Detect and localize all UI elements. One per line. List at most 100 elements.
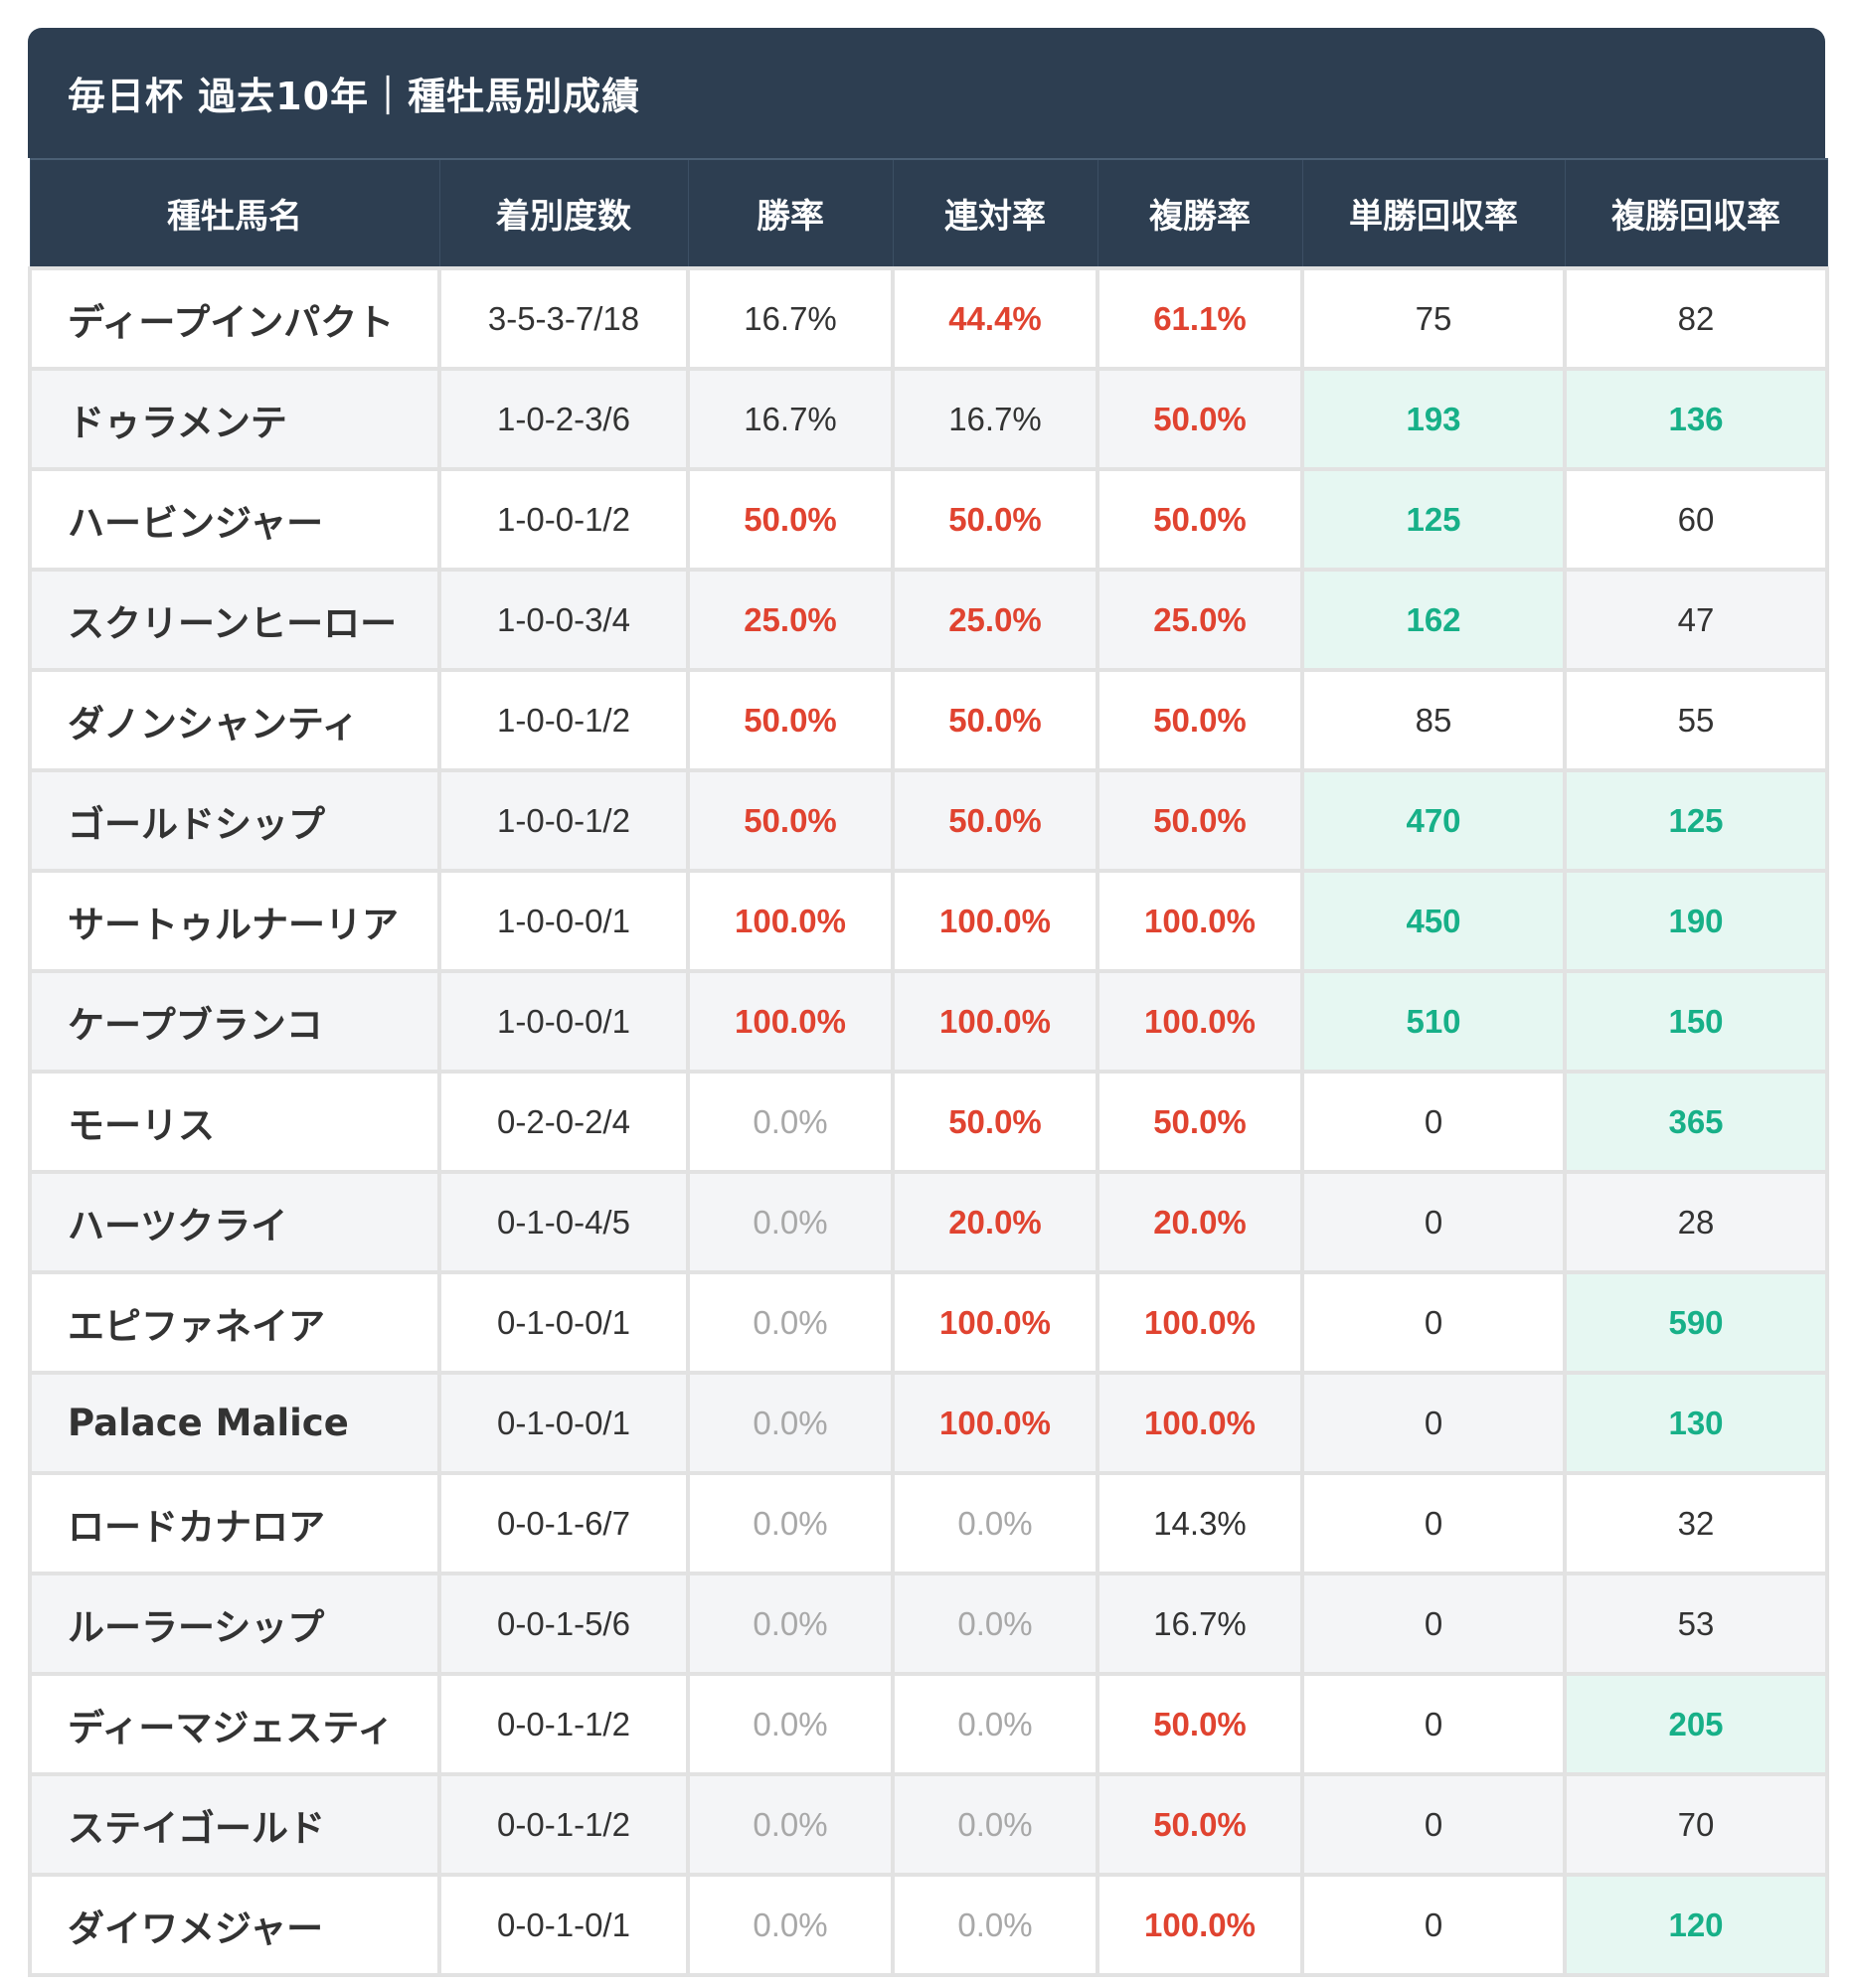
table-row: ゴールドシップ 1-0-0-1/2 50.0% 50.0% 50.0% 470 125 bbox=[28, 768, 1829, 873]
place-return-cell: 60 bbox=[1563, 467, 1829, 572]
sire-name-cell: ロードカナロア bbox=[28, 1471, 441, 1575]
record-cell: 0-0-1-1/2 bbox=[437, 1772, 690, 1877]
place-rate-cell: 14.3% bbox=[1096, 1471, 1304, 1575]
record-cell: 0-1-0-0/1 bbox=[437, 1371, 690, 1475]
table-row: スクリーンヒーロー 1-0-0-3/4 25.0% 25.0% 25.0% 162 47 bbox=[28, 568, 1829, 672]
win-return-cell: 0 bbox=[1300, 1270, 1567, 1375]
sire-name-cell: スクリーンヒーロー bbox=[28, 568, 441, 672]
column-header-win-rate: 勝率 bbox=[687, 158, 894, 268]
sire-name-cell: ドゥラメンテ bbox=[28, 367, 441, 471]
place-rate-cell: 100.0% bbox=[1096, 1270, 1304, 1375]
table-row: モーリス 0-2-0-2/4 0.0% 50.0% 50.0% 0 365 bbox=[28, 1070, 1829, 1174]
place-rate-cell: 50.0% bbox=[1096, 1070, 1304, 1174]
quinella-rate-cell: 0.0% bbox=[891, 1873, 1099, 1977]
place-rate-cell: 100.0% bbox=[1096, 1371, 1304, 1475]
table-row: ハービンジャー 1-0-0-1/2 50.0% 50.0% 50.0% 125 60 bbox=[28, 467, 1829, 572]
table-row: サートゥルナーリア 1-0-0-0/1 100.0% 100.0% 100.0% 450 1… bbox=[28, 869, 1829, 973]
win-rate-cell: 0.0% bbox=[686, 1270, 895, 1375]
win-return-cell: 193 bbox=[1300, 367, 1567, 471]
place-return-cell: 365 bbox=[1563, 1070, 1829, 1174]
win-return-cell: 75 bbox=[1300, 266, 1567, 371]
win-return-cell: 0 bbox=[1300, 1873, 1567, 1977]
quinella-rate-cell: 0.0% bbox=[891, 1672, 1099, 1776]
place-return-cell: 53 bbox=[1563, 1572, 1829, 1676]
column-header-win-return: 単勝回収率 bbox=[1301, 158, 1566, 268]
place-rate-cell: 100.0% bbox=[1096, 1873, 1304, 1977]
quinella-rate-cell: 100.0% bbox=[891, 869, 1099, 973]
place-return-cell: 130 bbox=[1563, 1371, 1829, 1475]
sire-stats-card: 毎日杯 過去10年｜種牡馬別成績 種牡馬名 着別度数 勝率 連対率 複勝率 単勝… bbox=[28, 28, 1829, 1977]
win-return-cell: 510 bbox=[1300, 969, 1567, 1074]
sire-name-cell: ハーツクライ bbox=[28, 1170, 441, 1274]
record-cell: 1-0-0-0/1 bbox=[437, 969, 690, 1074]
win-return-cell: 470 bbox=[1300, 768, 1567, 873]
win-rate-cell: 16.7% bbox=[686, 266, 895, 371]
sire-name-cell: ハービンジャー bbox=[28, 467, 441, 572]
place-rate-cell: 50.0% bbox=[1096, 668, 1304, 772]
place-return-cell: 28 bbox=[1563, 1170, 1829, 1274]
record-cell: 0-1-0-4/5 bbox=[437, 1170, 690, 1274]
win-rate-cell: 0.0% bbox=[686, 1873, 895, 1977]
place-rate-cell: 50.0% bbox=[1096, 768, 1304, 873]
record-cell: 0-2-0-2/4 bbox=[437, 1070, 690, 1174]
sire-stats-table: 種牡馬名 着別度数 勝率 連対率 複勝率 単勝回収率 複勝回収率 ディープインパ… bbox=[28, 158, 1829, 1977]
win-rate-cell: 0.0% bbox=[686, 1471, 895, 1575]
sire-name-cell: ダノンシャンティ bbox=[28, 668, 441, 772]
record-cell: 1-0-0-1/2 bbox=[437, 467, 690, 572]
place-return-cell: 136 bbox=[1563, 367, 1829, 471]
place-rate-cell: 50.0% bbox=[1096, 467, 1304, 572]
win-rate-cell: 0.0% bbox=[686, 1070, 895, 1174]
win-return-cell: 450 bbox=[1300, 869, 1567, 973]
place-rate-cell: 61.1% bbox=[1096, 266, 1304, 371]
quinella-rate-cell: 0.0% bbox=[891, 1772, 1099, 1877]
quinella-rate-cell: 50.0% bbox=[891, 668, 1099, 772]
win-return-cell: 0 bbox=[1300, 1170, 1567, 1274]
quinella-rate-cell: 16.7% bbox=[891, 367, 1099, 471]
table-row: エピファネイア 0-1-0-0/1 0.0% 100.0% 100.0% 0 590 bbox=[28, 1270, 1829, 1375]
column-header-place-rate: 複勝率 bbox=[1096, 158, 1303, 268]
place-return-cell: 70 bbox=[1563, 1772, 1829, 1877]
place-return-cell: 205 bbox=[1563, 1672, 1829, 1776]
record-cell: 1-0-0-1/2 bbox=[437, 668, 690, 772]
sire-name-cell: ダイワメジャー bbox=[28, 1873, 441, 1977]
place-rate-cell: 20.0% bbox=[1096, 1170, 1304, 1274]
sire-name-cell: ルーラーシップ bbox=[28, 1572, 441, 1676]
win-rate-cell: 100.0% bbox=[686, 969, 895, 1074]
sire-name-cell: Palace Malice bbox=[28, 1371, 441, 1475]
win-rate-cell: 0.0% bbox=[686, 1371, 895, 1475]
quinella-rate-cell: 50.0% bbox=[891, 467, 1099, 572]
sire-name-cell: ケープブランコ bbox=[28, 969, 441, 1074]
table-row: ケープブランコ 1-0-0-0/1 100.0% 100.0% 100.0% 510 150 bbox=[28, 969, 1829, 1074]
column-header-record: 着別度数 bbox=[438, 158, 689, 268]
place-rate-cell: 50.0% bbox=[1096, 1672, 1304, 1776]
place-rate-cell: 50.0% bbox=[1096, 367, 1304, 471]
win-rate-cell: 50.0% bbox=[686, 668, 895, 772]
quinella-rate-cell: 50.0% bbox=[891, 1070, 1099, 1174]
place-return-cell: 120 bbox=[1563, 1873, 1829, 1977]
table-row: ステイゴールド 0-0-1-1/2 0.0% 0.0% 50.0% 0 70 bbox=[28, 1772, 1829, 1877]
table-row: ディーマジェスティ 0-0-1-1/2 0.0% 0.0% 50.0% 0 205 bbox=[28, 1672, 1829, 1776]
record-cell: 0-0-1-0/1 bbox=[437, 1873, 690, 1977]
page-title: 毎日杯 過去10年｜種牡馬別成績 bbox=[68, 75, 641, 118]
win-rate-cell: 0.0% bbox=[686, 1170, 895, 1274]
table-row: Palace Malice 0-1-0-0/1 0.0% 100.0% 100.0% 0 1… bbox=[28, 1371, 1829, 1475]
title-bar: 毎日杯 過去10年｜種牡馬別成績 bbox=[28, 28, 1825, 158]
win-return-cell: 0 bbox=[1300, 1070, 1567, 1174]
quinella-rate-cell: 0.0% bbox=[891, 1572, 1099, 1676]
quinella-rate-cell: 50.0% bbox=[891, 768, 1099, 873]
place-rate-cell: 100.0% bbox=[1096, 969, 1304, 1074]
quinella-rate-cell: 44.4% bbox=[891, 266, 1099, 371]
table-row: ルーラーシップ 0-0-1-5/6 0.0% 0.0% 16.7% 0 53 bbox=[28, 1572, 1829, 1676]
win-return-cell: 162 bbox=[1300, 568, 1567, 672]
place-return-cell: 190 bbox=[1563, 869, 1829, 973]
table-row: ロードカナロア 0-0-1-6/7 0.0% 0.0% 14.3% 0 32 bbox=[28, 1471, 1829, 1575]
win-return-cell: 0 bbox=[1300, 1371, 1567, 1475]
win-return-cell: 0 bbox=[1300, 1772, 1567, 1877]
quinella-rate-cell: 20.0% bbox=[891, 1170, 1099, 1274]
table-body: ディープインパクト 3-5-3-7/18 16.7% 44.4% 61.1% 75 82 ドゥ… bbox=[28, 266, 1829, 1977]
record-cell: 0-1-0-0/1 bbox=[437, 1270, 690, 1375]
win-rate-cell: 0.0% bbox=[686, 1772, 895, 1877]
table-row: ダノンシャンティ 1-0-0-1/2 50.0% 50.0% 50.0% 85 55 bbox=[28, 668, 1829, 772]
quinella-rate-cell: 100.0% bbox=[891, 1270, 1099, 1375]
place-rate-cell: 100.0% bbox=[1096, 869, 1304, 973]
